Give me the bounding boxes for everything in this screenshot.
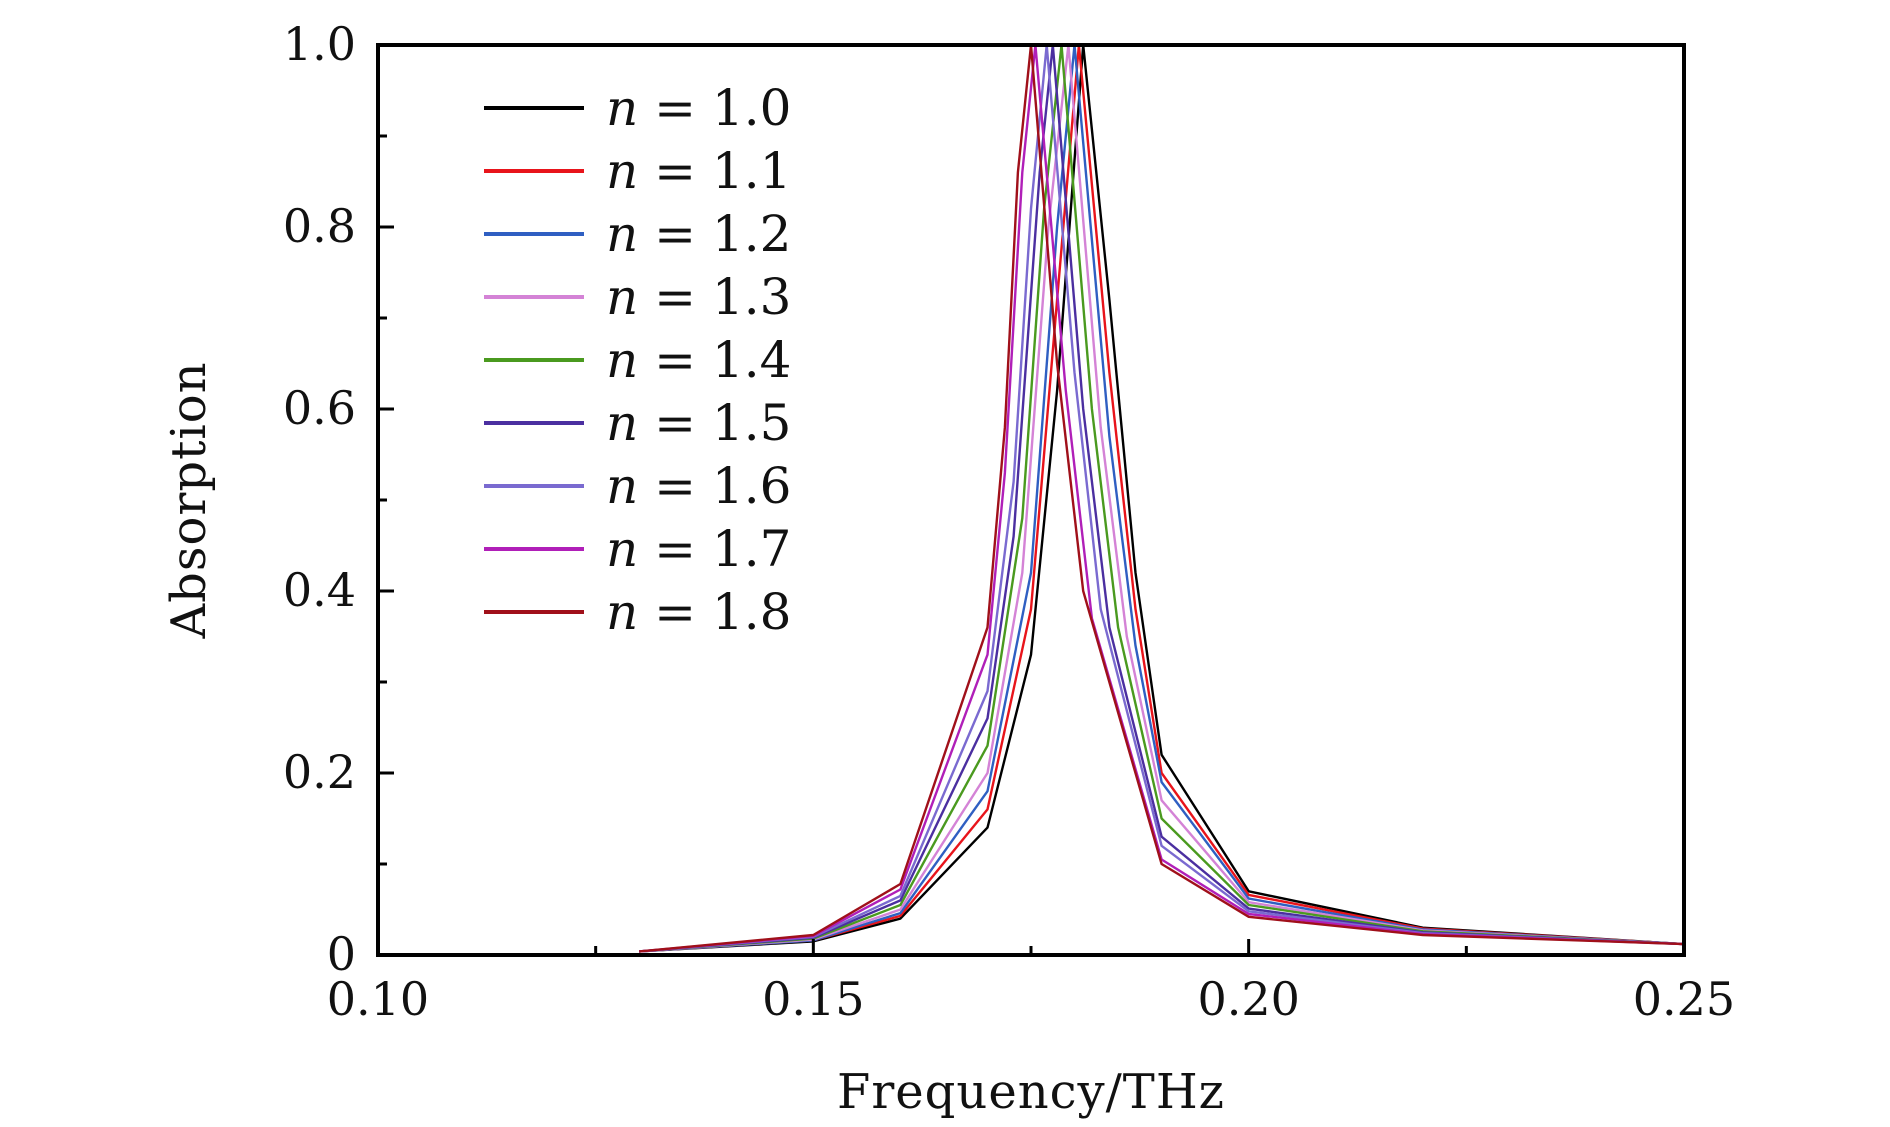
y-tick-label: 1.0 (283, 17, 356, 71)
axis-ticks: 0.10 0.15 0.20 0.25 0 0.2 0.4 0.6 0.8 1.0 (283, 17, 1735, 1026)
legend-label-6: n = 1.5 (606, 394, 791, 452)
x-tick-label: 0.10 (327, 972, 429, 1026)
legend-label-3: n = 1.2 (606, 205, 791, 263)
x-tick-label: 0.20 (1197, 972, 1299, 1026)
legend-label-9: n = 1.8 (606, 583, 791, 641)
y-tick-label: 0.6 (283, 381, 356, 435)
legend: n = 1.0n = 1.1n = 1.2n = 1.3n = 1.4n = 1… (484, 79, 791, 641)
x-tick-label: 0.15 (762, 972, 864, 1026)
series-line-5 (639, 43, 1685, 953)
x-tick-label: 0.25 (1633, 972, 1735, 1026)
legend-label-2: n = 1.1 (606, 142, 791, 200)
legend-label-1: n = 1.0 (606, 79, 791, 137)
y-axis-label: Absorption (161, 361, 217, 639)
y-tick-label: 0.4 (283, 563, 356, 617)
y-tick-label: 0.2 (283, 745, 356, 799)
y-tick-label: 0 (327, 927, 356, 981)
legend-label-4: n = 1.3 (606, 268, 791, 326)
y-tick-label: 0.8 (283, 199, 356, 253)
plot-frame (376, 43, 1686, 957)
legend-label-8: n = 1.7 (606, 520, 791, 578)
x-axis-label: Frequency/THz (837, 1064, 1225, 1120)
legend-label-5: n = 1.4 (606, 331, 791, 389)
legend-label-7: n = 1.6 (606, 457, 791, 515)
plot-curves (639, 43, 1685, 953)
